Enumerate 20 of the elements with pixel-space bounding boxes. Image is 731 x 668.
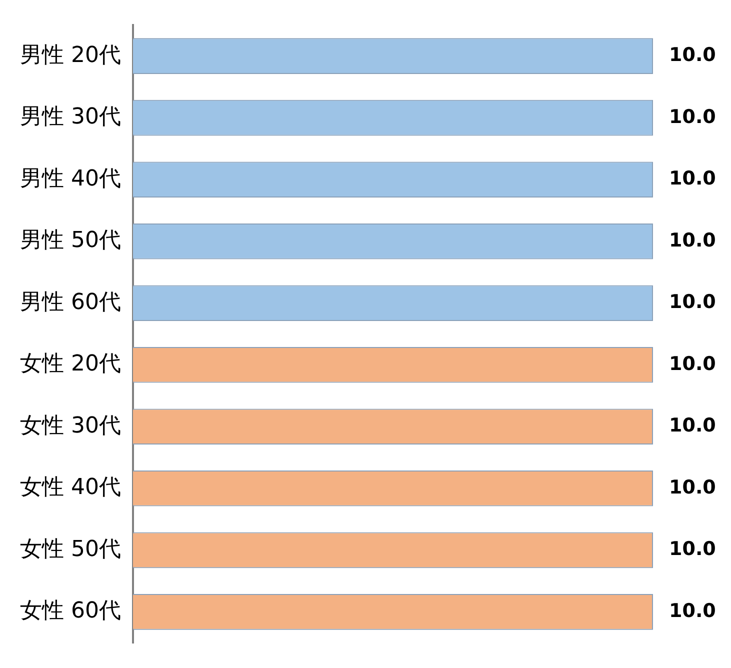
y-tick-label: 男性 20代: [20, 42, 121, 68]
y-tick-label: 男性 60代: [20, 290, 121, 315]
data-label: 10.0: [669, 538, 716, 560]
data-label: 10.0: [669, 476, 716, 498]
data-label: 10.0: [669, 600, 716, 622]
y-tick-label: 男性 50代: [20, 228, 121, 254]
data-label: 10.0: [669, 106, 716, 128]
y-tick-label: 女性 50代: [20, 536, 121, 562]
data-label: 10.0: [669, 352, 716, 375]
data-label: 10.0: [669, 291, 716, 314]
y-tick-label: 男性 30代: [20, 104, 121, 130]
y-tick-label: 男性 40代: [20, 166, 121, 192]
data-label: 10.0: [669, 44, 716, 66]
data-label: 10.0: [669, 168, 716, 190]
data-label: 10.0: [669, 229, 716, 252]
y-tick-label: 女性 40代: [20, 475, 121, 500]
y-tick-label: 女性 60代: [20, 598, 121, 624]
data-label: 10.0: [669, 414, 716, 437]
y-tick-label: 女性 20代: [20, 352, 121, 377]
y-tick-label: 女性 30代: [20, 413, 121, 438]
